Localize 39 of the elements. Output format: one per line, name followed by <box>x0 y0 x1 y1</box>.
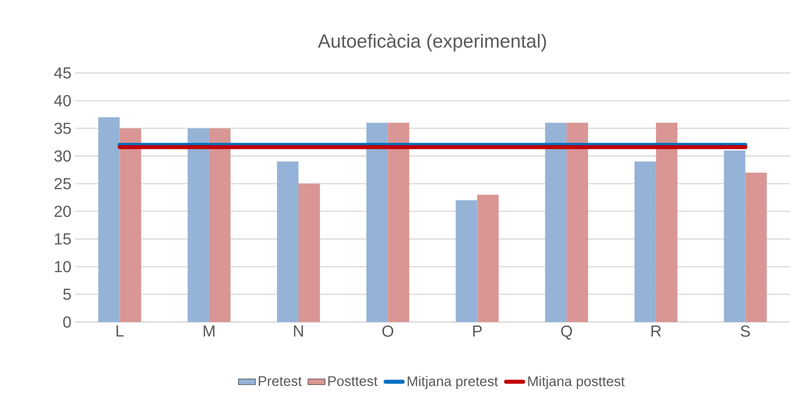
y-tick-label: 30 <box>54 150 71 162</box>
y-tick-label: 35 <box>54 122 71 134</box>
y-tick-label: 40 <box>54 95 71 106</box>
x-tick-label: Q <box>561 326 572 340</box>
x-tick-label: O <box>382 326 394 337</box>
bar <box>366 122 388 322</box>
x-tick-label: L <box>116 326 124 336</box>
bar <box>209 128 231 322</box>
bar <box>745 172 767 322</box>
bar <box>634 162 656 322</box>
x-tick-label: P <box>473 326 482 336</box>
legend-label: Mitjana posttest <box>528 376 625 389</box>
y-tick-label: 0 <box>63 316 71 328</box>
legend-label: Mitjana pretest <box>408 376 498 389</box>
bar <box>120 128 142 322</box>
x-tick-label: M <box>204 326 214 336</box>
legend-label: Posttest <box>328 376 378 386</box>
bar <box>388 122 410 322</box>
y-tick-label: 45 <box>54 67 71 79</box>
y-tick-label: 10 <box>54 261 71 272</box>
chart-title: Autoeficàcia (experimental) <box>318 34 546 52</box>
y-tick-label: 5 <box>63 288 71 300</box>
x-tick-label: N <box>294 326 303 336</box>
bar <box>566 122 588 322</box>
bar <box>188 128 210 322</box>
bar <box>477 194 499 322</box>
y-tick-label: 25 <box>54 178 71 190</box>
bar <box>276 162 298 322</box>
x-tick-label: S <box>740 326 750 337</box>
y-tick-label: 15 <box>54 233 71 245</box>
bar <box>456 200 478 322</box>
bar <box>298 184 320 322</box>
y-tick-label: 20 <box>54 206 71 217</box>
bar <box>98 117 120 322</box>
legend-label: Pretest <box>258 376 302 386</box>
bar <box>656 122 678 322</box>
x-tick-label: R <box>652 326 661 336</box>
bar <box>724 150 746 322</box>
bar <box>545 122 567 322</box>
